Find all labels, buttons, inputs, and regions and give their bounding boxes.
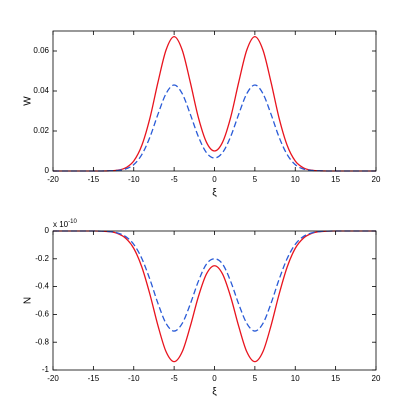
x-axis-label: ξ [212,387,217,398]
y-tick-label: 0.06 [33,46,49,55]
y-scale-base: x 10 [53,220,69,229]
x-tick-label: 5 [253,175,258,184]
y-tick-label: -0.6 [35,310,49,319]
x-tick-label: -20 [47,175,59,184]
x-tick-label: -15 [88,175,100,184]
x-tick-label: 10 [291,175,300,184]
x-tick-label: 20 [372,374,381,383]
x-axis-label: ξ [212,188,217,199]
y-tick-label: -0.2 [35,254,49,263]
x-tick-label: 0 [212,374,217,383]
y-scale-exponent: -10 [68,219,77,225]
x-tick-label: -15 [88,374,100,383]
x-tick-label: 20 [372,175,381,184]
y-tick-label: 0 [45,166,50,175]
y-axis-label: N [23,297,34,304]
y-tick-label: 0.04 [33,86,49,95]
x-tick-label: 5 [253,374,258,383]
x-tick-label: -5 [171,175,179,184]
y-axis-label: W [23,96,34,106]
x-tick-label: 0 [212,175,217,184]
x-tick-label: 10 [291,374,300,383]
x-tick-label: -5 [171,374,179,383]
y-tick-label: 0.02 [33,126,49,135]
y-scale-multiplier: x 10-10 [53,219,77,230]
y-tick-label: -1 [42,365,50,374]
x-tick-label: 15 [331,374,340,383]
x-tick-label: 15 [331,175,340,184]
x-tick-label: -10 [128,175,140,184]
x-tick-label: -10 [128,374,140,383]
y-tick-label: 0 [45,226,50,235]
y-tick-label: -0.4 [35,282,49,291]
y-tick-label: -0.8 [35,337,49,346]
x-tick-label: -20 [47,374,59,383]
